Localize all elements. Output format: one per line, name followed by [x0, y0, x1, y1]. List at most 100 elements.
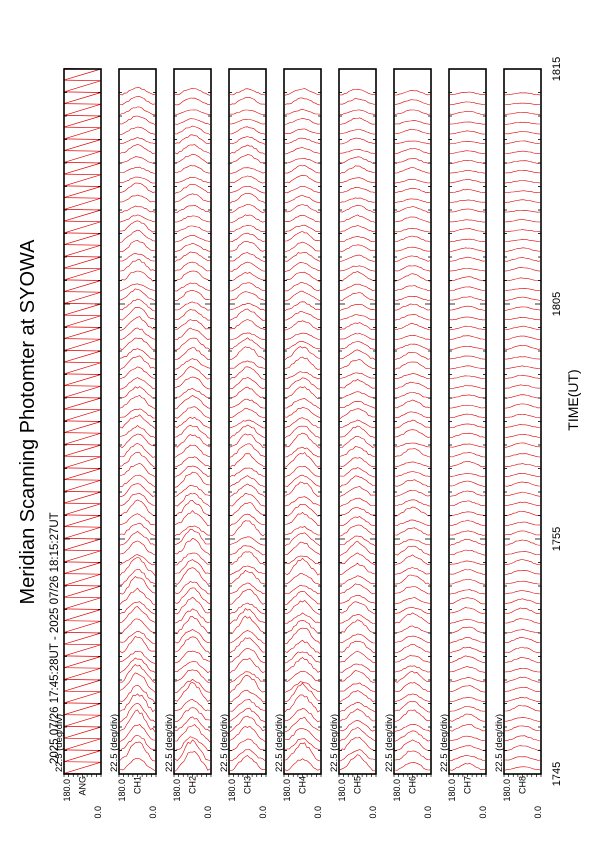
scan-trace — [394, 730, 431, 742]
scan-trace — [339, 651, 376, 664]
scan-trace — [394, 499, 431, 507]
scan-trace — [284, 97, 321, 106]
scan-trace — [284, 241, 321, 253]
scan-trace — [174, 242, 211, 252]
scan-trace — [339, 594, 376, 604]
scan-trace — [229, 193, 266, 204]
scan-trace — [119, 425, 156, 438]
scale-label: 22.5 (deg/div) — [494, 714, 505, 772]
scan-trace — [229, 453, 266, 468]
scan-trace — [230, 749, 266, 761]
scan-trace — [394, 545, 431, 556]
scan-trace — [174, 183, 211, 194]
scan-trace — [339, 333, 376, 340]
scan-trace — [174, 581, 211, 595]
scan-trace — [449, 619, 486, 624]
scan-trace — [339, 109, 376, 115]
scan-trace — [229, 565, 266, 576]
scan-trace — [504, 442, 540, 448]
scan-trace — [449, 724, 486, 732]
scan-trace — [229, 502, 266, 517]
scan-trace — [174, 327, 211, 341]
scan-trace — [284, 620, 321, 634]
scan-trace — [175, 282, 211, 292]
scan-trace — [229, 302, 266, 311]
scan-trace — [449, 394, 486, 399]
scan-trace — [174, 424, 211, 439]
trace-group — [284, 88, 321, 771]
scan-trace — [284, 340, 321, 350]
scan-trace — [449, 141, 486, 145]
scan-trace — [119, 462, 156, 478]
scan-trace — [339, 690, 376, 703]
scan-trace — [229, 308, 266, 321]
scan-trace — [394, 303, 431, 311]
scan-trace — [119, 87, 156, 96]
scan-trace — [504, 481, 541, 487]
scan-trace — [119, 657, 156, 674]
angle-trace — [63, 68, 102, 775]
scan-trace — [229, 755, 266, 772]
scan-trace — [284, 310, 320, 321]
scan-trace — [119, 493, 156, 506]
scan-trace — [174, 301, 211, 311]
scan-trace — [119, 144, 156, 155]
scan-trace — [449, 228, 486, 233]
scan-trace — [394, 739, 431, 752]
scan-trace — [394, 90, 431, 96]
scan-trace — [339, 516, 376, 527]
scan-trace — [504, 735, 541, 742]
channel-label: CH6 — [408, 776, 418, 794]
scan-trace — [174, 484, 211, 497]
scan-trace — [394, 323, 431, 331]
scan-trace — [504, 296, 541, 301]
scan-trace — [394, 429, 431, 438]
scan-trace — [230, 332, 266, 340]
scan-trace — [284, 109, 321, 115]
scan-trace — [504, 667, 541, 673]
scan-trace — [504, 472, 541, 477]
scan-trace — [284, 425, 321, 439]
scan-trace — [504, 92, 541, 96]
trace-group — [449, 91, 486, 771]
scan-trace — [229, 419, 266, 429]
scan-trace — [284, 301, 321, 312]
scan-trace — [284, 214, 321, 223]
scan-trace — [119, 442, 156, 458]
scan-trace — [174, 270, 211, 282]
scan-trace — [504, 112, 541, 115]
scan-trace — [229, 261, 266, 272]
scan-trace — [119, 115, 156, 125]
scan-trace — [394, 392, 431, 399]
scan-trace — [119, 693, 156, 713]
rotated-chart: Meridian Scanning Photomter at SYOWA 202… — [17, 57, 581, 819]
scan-trace — [174, 736, 211, 752]
scan-trace — [174, 215, 211, 223]
scan-trace — [119, 337, 156, 351]
y-axis-bottom-label: 0.0 — [93, 806, 103, 819]
scan-trace — [284, 584, 321, 595]
scan-trace — [504, 150, 541, 154]
scan-trace — [174, 134, 211, 144]
scan-trace — [229, 615, 266, 635]
scan-trace — [119, 96, 156, 106]
scan-trace — [394, 255, 431, 262]
scan-trace — [284, 681, 320, 693]
scan-trace — [119, 348, 156, 360]
channel-label: CH1 — [133, 776, 143, 794]
y-axis-bottom-label: 0.0 — [148, 806, 158, 819]
scan-trace — [284, 716, 321, 733]
scan-trace — [339, 314, 376, 321]
scan-trace — [504, 550, 541, 556]
scan-trace — [504, 374, 541, 379]
trace-group — [504, 92, 541, 771]
scan-trace — [119, 709, 156, 733]
scan-trace — [394, 682, 431, 692]
panel-frame — [228, 68, 267, 775]
scan-trace — [284, 346, 321, 361]
scan-trace — [394, 665, 431, 673]
scan-trace — [504, 277, 540, 281]
scan-trace — [174, 153, 211, 164]
scan-trace — [449, 511, 486, 517]
scan-trace — [339, 575, 376, 585]
